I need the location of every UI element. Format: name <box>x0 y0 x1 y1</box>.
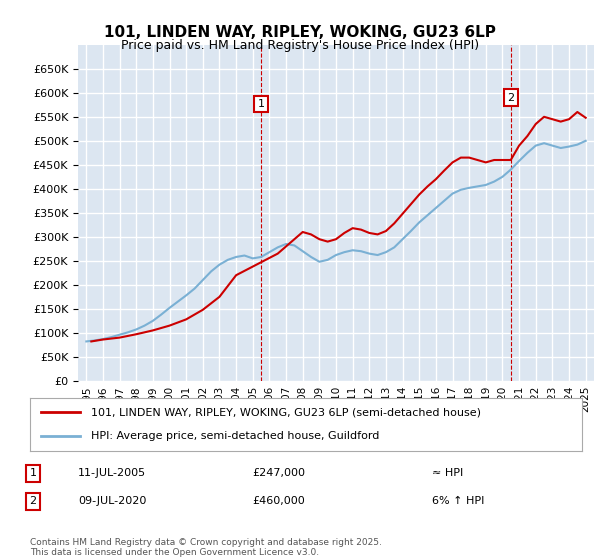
Text: £247,000: £247,000 <box>252 468 305 478</box>
Text: 11-JUL-2005: 11-JUL-2005 <box>78 468 146 478</box>
Text: 09-JUL-2020: 09-JUL-2020 <box>78 496 146 506</box>
Text: 101, LINDEN WAY, RIPLEY, WOKING, GU23 6LP (semi-detached house): 101, LINDEN WAY, RIPLEY, WOKING, GU23 6L… <box>91 408 481 418</box>
Text: Price paid vs. HM Land Registry's House Price Index (HPI): Price paid vs. HM Land Registry's House … <box>121 39 479 52</box>
Text: HPI: Average price, semi-detached house, Guildford: HPI: Average price, semi-detached house,… <box>91 431 379 441</box>
Text: 101, LINDEN WAY, RIPLEY, WOKING, GU23 6LP: 101, LINDEN WAY, RIPLEY, WOKING, GU23 6L… <box>104 25 496 40</box>
Text: 2: 2 <box>507 92 514 102</box>
Text: 1: 1 <box>257 99 265 109</box>
Text: ≈ HPI: ≈ HPI <box>432 468 463 478</box>
Text: £460,000: £460,000 <box>252 496 305 506</box>
Text: 6% ↑ HPI: 6% ↑ HPI <box>432 496 484 506</box>
Text: 1: 1 <box>29 468 37 478</box>
Text: 2: 2 <box>29 496 37 506</box>
Text: Contains HM Land Registry data © Crown copyright and database right 2025.
This d: Contains HM Land Registry data © Crown c… <box>30 538 382 557</box>
